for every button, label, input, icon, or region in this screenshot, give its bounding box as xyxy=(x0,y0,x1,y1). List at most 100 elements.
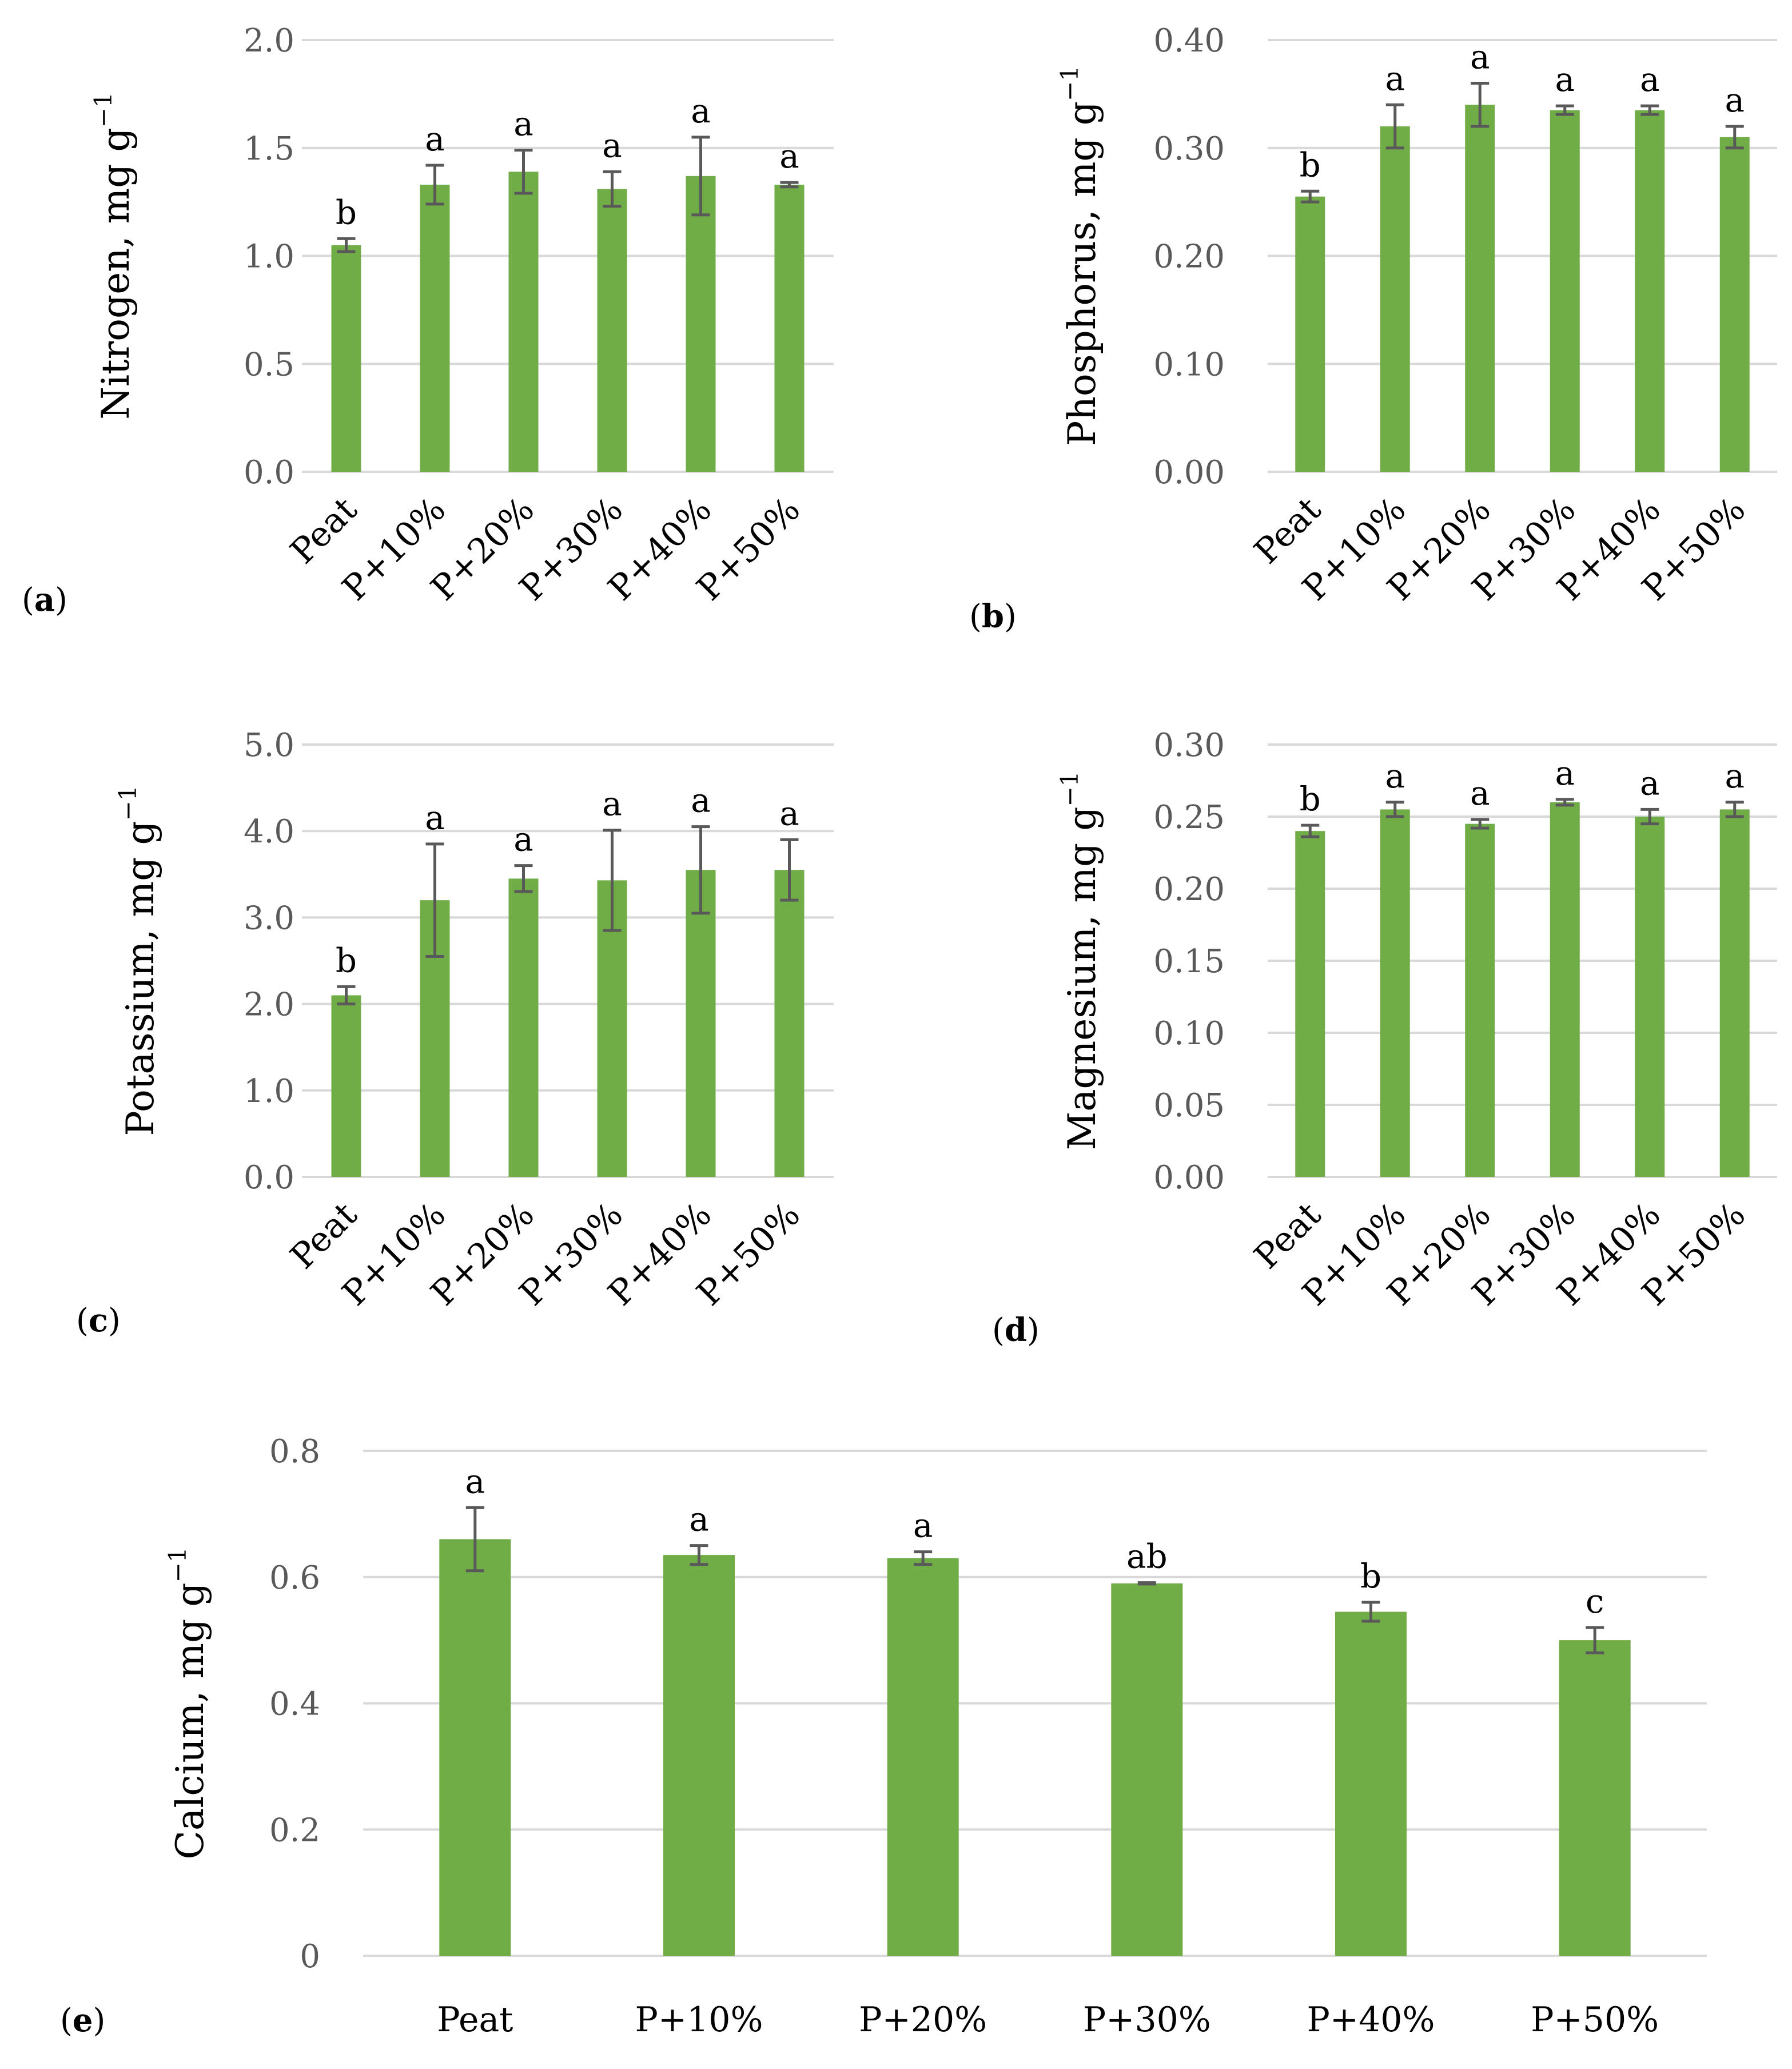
y-axis-label: Potassium, mg g−1 xyxy=(114,785,162,1136)
error-bar xyxy=(603,170,622,208)
significance-letter: a xyxy=(1640,60,1660,99)
error-bar xyxy=(780,181,799,189)
x-tick-label: P+40% xyxy=(1307,2000,1435,2040)
panel-e-calcium-chart: 0 0.2 0.4 0.6 0.8 a Peat a P+10% a P+20% ab P+30% b P+… xyxy=(60,1433,1707,2040)
significance-letter: a xyxy=(425,120,445,158)
y-tick-label: 0.05 xyxy=(1153,1087,1225,1124)
significance-letter: a xyxy=(779,137,799,176)
error-bar xyxy=(1471,82,1490,128)
bar xyxy=(686,870,716,1177)
significance-letter: a xyxy=(1385,59,1405,98)
y-tick-label: 0.5 xyxy=(244,346,294,383)
bar xyxy=(597,189,627,472)
bar xyxy=(1380,809,1410,1177)
y-tick-label: 0.00 xyxy=(1153,454,1225,491)
panel-label: (a) xyxy=(22,581,67,619)
error-bar xyxy=(1586,1626,1604,1654)
bar xyxy=(1295,196,1325,472)
significance-letter: a xyxy=(1385,757,1405,795)
y-tick-label: 2.0 xyxy=(244,22,294,59)
bar xyxy=(1465,823,1495,1177)
significance-letter: a xyxy=(691,781,711,820)
error-bar xyxy=(914,1550,933,1566)
bar xyxy=(1719,137,1750,472)
error-bar xyxy=(425,164,444,206)
error-bar xyxy=(1385,103,1404,150)
error-bar xyxy=(465,1506,484,1573)
error-bar xyxy=(691,825,710,915)
x-tick-label: Peat xyxy=(437,2000,513,2040)
y-tick-label: 0.30 xyxy=(1153,727,1225,764)
significance-letter: b xyxy=(1300,779,1321,818)
bar xyxy=(686,176,716,472)
bar xyxy=(1635,817,1665,1177)
error-bar xyxy=(690,1544,708,1566)
significance-letter: c xyxy=(1586,1582,1604,1621)
y-tick-label: 0.10 xyxy=(1153,1015,1225,1052)
x-tick-label: Peat xyxy=(283,490,365,572)
error-bar xyxy=(337,985,356,1006)
significance-letter: a xyxy=(1470,774,1490,813)
significance-letter: a xyxy=(779,794,799,833)
significance-letter: a xyxy=(465,1462,485,1501)
error-bar xyxy=(425,842,444,958)
error-bar xyxy=(1385,801,1404,818)
bar xyxy=(1635,110,1665,472)
significance-letter: a xyxy=(691,91,711,130)
y-tick-label: 0.25 xyxy=(1153,799,1225,836)
error-bar xyxy=(1301,189,1320,204)
significance-letter: a xyxy=(425,798,445,837)
bar xyxy=(663,1555,735,1956)
x-tick-label: P+20% xyxy=(859,2000,987,2040)
bar xyxy=(1550,110,1580,472)
significance-letter: a xyxy=(1725,757,1745,795)
error-bar xyxy=(514,149,533,195)
y-axis-label: Nitrogen, mg g−1 xyxy=(89,92,138,419)
bar xyxy=(1719,809,1750,1177)
x-tick-label: P+50% xyxy=(1531,2000,1659,2040)
panel-label: (e) xyxy=(60,2002,105,2039)
panel-label: (d) xyxy=(992,1311,1040,1349)
error-bar xyxy=(1471,818,1490,830)
bar xyxy=(1550,802,1580,1177)
bar xyxy=(420,184,450,472)
bar xyxy=(508,878,539,1177)
y-axis-label: Magnesium, mg g−1 xyxy=(1056,771,1104,1151)
y-tick-label: 0.2 xyxy=(269,1812,320,1849)
x-tick-label: Peat xyxy=(283,1195,365,1277)
y-tick-label: 5.0 xyxy=(244,727,294,764)
error-bar xyxy=(337,237,356,253)
panel-d-magnesium-chart: 0.000.050.100.150.200.250.30bPeataP+10%a… xyxy=(992,727,1777,1349)
bar xyxy=(331,995,361,1177)
bar xyxy=(508,172,539,472)
error-bar xyxy=(514,864,533,893)
bar xyxy=(774,870,805,1177)
y-tick-label: 0.6 xyxy=(269,1559,320,1597)
y-tick-label: 0.20 xyxy=(1153,238,1225,276)
significance-letter: a xyxy=(689,1500,709,1539)
significance-letter: a xyxy=(1555,60,1575,99)
panel-label: (b) xyxy=(969,598,1017,635)
error-bar xyxy=(691,136,710,217)
significance-letter: a xyxy=(513,820,533,859)
bar xyxy=(887,1558,959,1956)
significance-letter: a xyxy=(1470,38,1490,77)
bar xyxy=(1380,126,1410,472)
bar xyxy=(1111,1583,1183,1956)
error-bar xyxy=(1555,798,1574,807)
panel-label: (c) xyxy=(76,1302,121,1339)
significance-letter: a xyxy=(602,126,622,165)
significance-letter: a xyxy=(1555,754,1575,793)
bar xyxy=(774,184,805,472)
error-bar xyxy=(1725,801,1744,818)
y-axis-label: Calcium, mg g−1 xyxy=(164,1547,212,1859)
bar xyxy=(439,1539,511,1956)
error-bar xyxy=(1725,125,1744,150)
y-tick-label: 0 xyxy=(300,1938,320,1975)
significance-letter: a xyxy=(913,1506,933,1545)
panel-b-phosphorus-chart: 0.000.100.200.300.40bPeataP+10%aP+20%aP+… xyxy=(969,22,1777,635)
significance-letter: a xyxy=(1725,81,1745,120)
y-tick-label: 0.10 xyxy=(1153,346,1225,383)
error-bar xyxy=(1301,823,1320,838)
